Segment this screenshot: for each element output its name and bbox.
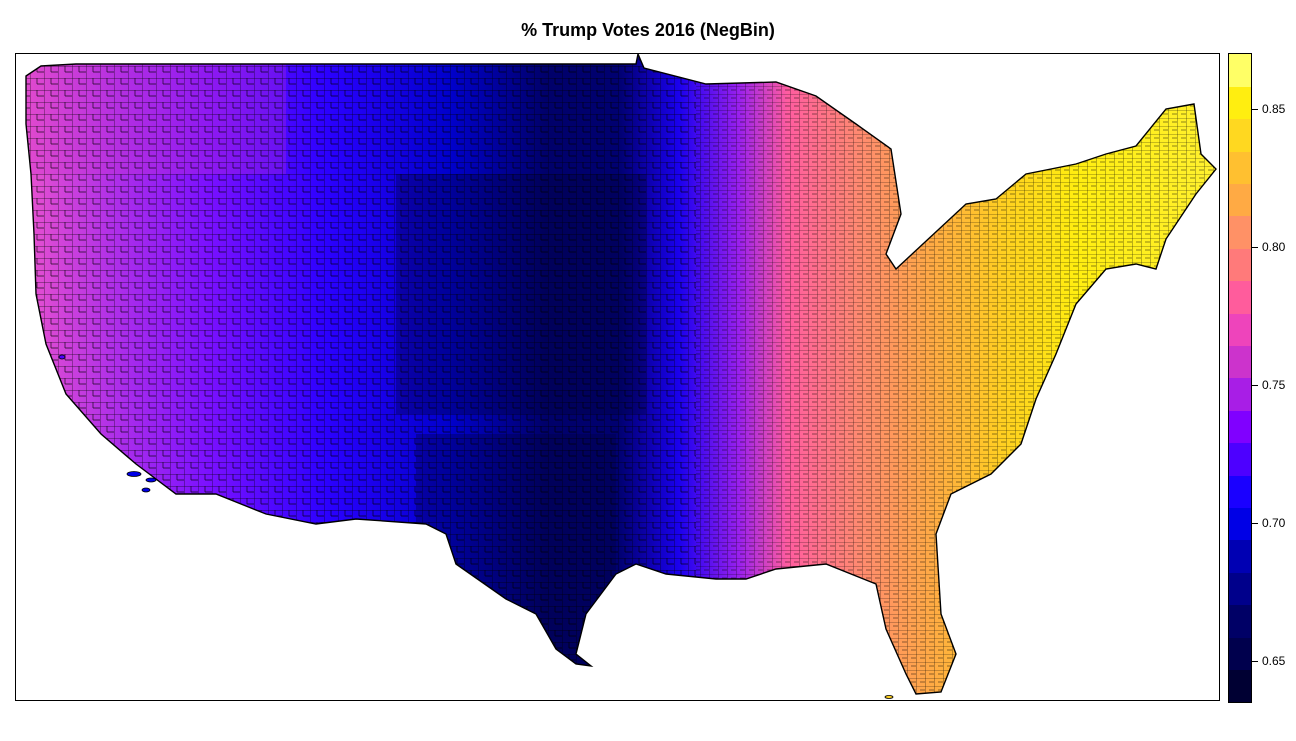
legend-swatch: [1229, 54, 1251, 87]
legend-swatch: [1229, 410, 1251, 444]
legend-tick-mark: [1252, 660, 1258, 662]
legend-swatch: [1229, 378, 1251, 411]
legend-swatch: [1229, 637, 1251, 671]
map-panel: [15, 53, 1220, 701]
color-legend: [1228, 53, 1252, 703]
legend-swatch: [1229, 280, 1251, 314]
legend-swatch: [1229, 669, 1251, 702]
legend-tick-mark: [1252, 109, 1258, 111]
legend-swatch: [1229, 475, 1251, 509]
legend-tick-label: 0.80: [1262, 240, 1286, 255]
legend-tick-mark: [1252, 522, 1258, 524]
legend-swatch: [1229, 313, 1251, 347]
legend-tick-mark: [1252, 384, 1258, 386]
map-title: % Trump Votes 2016 (NegBin): [521, 20, 775, 40]
legend-swatch: [1229, 442, 1251, 476]
legend-swatch: [1229, 248, 1251, 282]
legend-swatch: [1229, 86, 1251, 120]
legend-tick-mark: [1252, 247, 1258, 249]
legend-swatch: [1229, 216, 1251, 249]
legend-swatch: [1229, 604, 1251, 638]
legend-swatch: [1229, 183, 1251, 217]
channel-islands: [58, 354, 894, 699]
legend-swatch: [1229, 507, 1251, 541]
legend-swatch: [1229, 572, 1251, 606]
legend-tick-label: 0.65: [1262, 653, 1286, 668]
legend-tick-label: 0.70: [1262, 515, 1286, 530]
legend-swatch: [1229, 151, 1251, 185]
county-fill-layer: [26, 54, 1216, 694]
legend-swatch: [1229, 118, 1251, 152]
legend-tick-label: 0.85: [1262, 102, 1286, 117]
legend-tick-label: 0.75: [1262, 377, 1286, 392]
legend-swatch: [1229, 540, 1251, 573]
legend-swatch: [1229, 345, 1251, 379]
us-county-map: [25, 54, 1217, 699]
